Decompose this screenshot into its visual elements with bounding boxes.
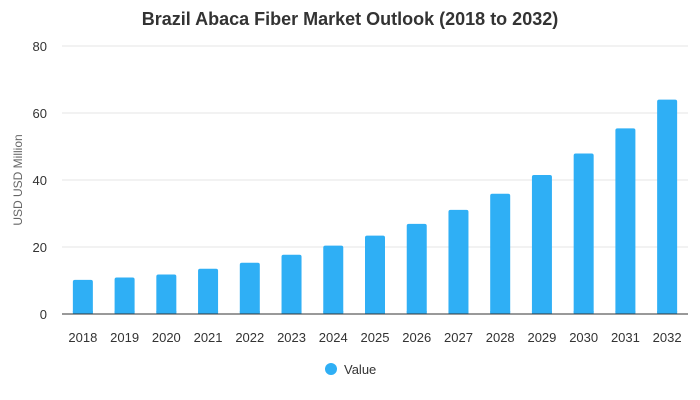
y-tick-label: 40 — [33, 173, 47, 188]
bar-base-2023 — [281, 311, 302, 314]
bar-base-2024 — [323, 311, 344, 314]
legend-swatch — [325, 363, 337, 375]
bar-base-2026 — [406, 311, 427, 314]
bar-2030[interactable] — [573, 153, 594, 314]
x-tick-label: 2030 — [569, 330, 598, 345]
bar-2024[interactable] — [323, 245, 344, 314]
bar-2019[interactable] — [114, 277, 135, 314]
y-tick-label: 80 — [33, 39, 47, 54]
bar-2031[interactable] — [615, 128, 636, 314]
bars — [72, 99, 678, 314]
y-axis-ticks: 0 20 40 60 80 — [33, 39, 47, 322]
bar-base-2021 — [198, 311, 219, 314]
legend[interactable]: Value — [325, 362, 376, 377]
bar-base-2032 — [657, 311, 678, 314]
bar-2020[interactable] — [156, 274, 177, 314]
x-tick-label: 2026 — [402, 330, 431, 345]
bar-base-2029 — [531, 311, 552, 314]
chart-title: Brazil Abaca Fiber Market Outlook (2018 … — [142, 9, 558, 29]
y-tick-label: 20 — [33, 240, 47, 255]
x-tick-label: 2021 — [194, 330, 223, 345]
bar-2022[interactable] — [239, 262, 260, 314]
x-tick-label: 2022 — [235, 330, 264, 345]
x-tick-label: 2025 — [361, 330, 390, 345]
bar-2026[interactable] — [406, 223, 427, 314]
x-tick-label: 2029 — [527, 330, 556, 345]
bar-2025[interactable] — [365, 235, 385, 314]
x-tick-label: 2032 — [653, 330, 682, 345]
x-tick-label: 2031 — [611, 330, 640, 345]
bar-base-2022 — [239, 311, 260, 314]
x-tick-label: 2019 — [110, 330, 139, 345]
x-tick-label: 2023 — [277, 330, 306, 345]
bar-2018[interactable] — [72, 279, 93, 314]
bar-base-2028 — [490, 311, 511, 314]
bar-base-2018 — [72, 311, 93, 314]
y-axis-label: USD USD Million — [11, 134, 25, 225]
x-tick-label: 2018 — [68, 330, 97, 345]
bar-base-2019 — [114, 311, 135, 314]
bar-base-2020 — [156, 311, 177, 314]
bar-2023[interactable] — [281, 254, 302, 314]
x-axis-ticks: 2018 2019 2020 2021 2022 2023 2024 2025 2026 2027… — [68, 330, 681, 345]
bar-2029[interactable] — [531, 174, 552, 314]
bar-base-2025 — [365, 311, 385, 314]
gridlines — [62, 45, 688, 248]
x-tick-label: 2020 — [152, 330, 181, 345]
y-tick-label: 60 — [33, 106, 47, 121]
x-tick-label: 2024 — [319, 330, 348, 345]
bar-base-2030 — [573, 311, 594, 314]
y-tick-label: 0 — [40, 307, 47, 322]
bar-2032[interactable] — [657, 99, 678, 314]
bar-base-2027 — [448, 311, 469, 314]
bar-2021[interactable] — [198, 268, 219, 314]
bar-base-2031 — [615, 311, 636, 314]
x-tick-label: 2027 — [444, 330, 473, 345]
bar-2027[interactable] — [448, 209, 469, 314]
legend-label: Value — [344, 362, 376, 377]
x-tick-label: 2028 — [486, 330, 515, 345]
bar-2028[interactable] — [490, 193, 511, 314]
